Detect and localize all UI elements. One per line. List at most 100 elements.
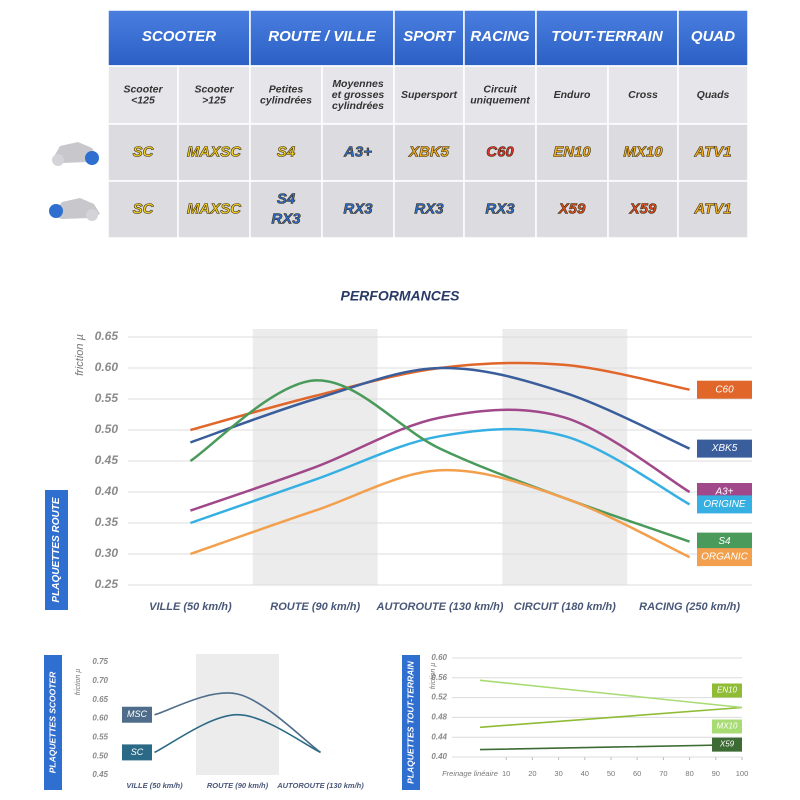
legend-label: MX10 [717, 722, 738, 731]
subheader-label: Scooter [194, 83, 234, 95]
pad-logo: A3+ [343, 143, 372, 160]
y-tick-label: 0.44 [431, 732, 447, 741]
group-label: RACING [470, 28, 529, 45]
subheader-label: Supersport [401, 89, 458, 101]
subheader-label: uniquement [470, 94, 530, 106]
x-tick-label: 30 [554, 769, 562, 778]
x-tick-label: VILLE (50 km/h) [126, 781, 183, 790]
y-tick-label: 0.56 [431, 673, 447, 682]
x-tick-label: ROUTE (90 km/h) [207, 781, 269, 790]
subheader-label: Circuit [483, 83, 517, 95]
legend-label: MSC [127, 709, 148, 719]
legend-label: S4 [718, 536, 731, 547]
subheader-label: cylindrées [260, 94, 312, 106]
y-tick-label: 0.55 [95, 391, 119, 405]
subheader-label: et grosses [332, 89, 385, 101]
legend-box [122, 706, 152, 723]
subheader-cell [535, 65, 609, 125]
table-cell [249, 123, 323, 182]
subheader-cell [393, 65, 465, 125]
x-tick-label: ROUTE (90 km/h) [270, 601, 360, 613]
y-tick-label: 0.25 [95, 577, 119, 591]
legend-box [697, 380, 752, 399]
x-tick-label: 60 [633, 769, 641, 778]
x-tick-label: CIRCUIT (180 km/h) [514, 601, 616, 613]
y-tick-label: 0.60 [95, 360, 119, 374]
pad-logo: MX10 [623, 143, 663, 160]
subheader-cell [677, 65, 749, 125]
section-label: PLAQUETTES SCOOTER [47, 671, 57, 773]
subheader-label: Cross [628, 89, 658, 101]
pad-logo: MAXSC [187, 200, 242, 217]
y-tick-label: 0.65 [95, 329, 119, 343]
table-cell [677, 123, 749, 182]
series-line [189, 427, 691, 525]
pad-logo: SC [133, 200, 155, 217]
moto-icon [49, 198, 100, 221]
section-label: PLAQUETTES TOUT-TERRAIN [405, 660, 415, 783]
y-tick-label: 0.40 [95, 484, 119, 498]
series-line [189, 366, 691, 450]
y-tick-label: 0.45 [92, 770, 108, 779]
y-tick-label: 0.65 [92, 695, 108, 704]
section-label-bg [44, 655, 62, 790]
group-header [107, 9, 251, 67]
x-tick-label: 20 [528, 769, 536, 778]
subheader-label: Scooter [123, 83, 163, 95]
pad-logo: RX3 [485, 200, 515, 217]
legend-label: A3+ [714, 487, 733, 498]
pad-logo: EN10 [553, 143, 591, 160]
series-line [479, 706, 743, 729]
subheader-label: Enduro [554, 89, 591, 101]
x-tick-label: 10 [502, 769, 510, 778]
y-tick-label: 0.60 [431, 653, 447, 662]
subheader-cell [177, 65, 251, 125]
legend-label: EN10 [717, 686, 738, 695]
shaded-band [252, 329, 378, 585]
pad-logo: ATV1 [693, 143, 731, 160]
x-tick-label: RACING (250 km/h) [639, 601, 740, 613]
legend-label: X59 [719, 740, 735, 749]
y-tick-label: 0.50 [95, 422, 119, 436]
subheader-label: Petites [269, 83, 304, 95]
section-label-bg [402, 655, 420, 790]
subheader-label: >125 [202, 94, 226, 106]
series-line [154, 713, 321, 754]
subheader-label: Moyennes [332, 78, 384, 90]
y-axis-label: friction µ [75, 669, 82, 696]
series-line [189, 408, 691, 512]
y-tick-label: 0.70 [92, 676, 108, 685]
y-tick-label: 0.40 [431, 752, 447, 761]
legend-box [697, 495, 752, 514]
pad-logo: S4 [277, 190, 296, 207]
y-tick-label: 0.60 [92, 714, 108, 723]
subheader-label: cylindrées [332, 100, 384, 112]
group-label: ROUTE / VILLE [268, 28, 377, 45]
y-tick-label: 0.35 [95, 515, 119, 529]
subheader-cell [607, 65, 679, 125]
legend-box [712, 683, 742, 698]
pad-logo: SC [133, 143, 155, 160]
y-tick-label: 0.45 [95, 453, 119, 467]
y-tick-label: 0.50 [92, 751, 108, 760]
shaded-band [502, 329, 628, 585]
x-tick-label: 90 [712, 769, 720, 778]
legend-box [697, 439, 752, 458]
series-line [189, 468, 691, 559]
moto-icon [52, 142, 99, 166]
group-header [677, 9, 749, 67]
legend-label: ORIGINE [703, 499, 746, 510]
table-cell [393, 123, 465, 182]
y-axis-label: friction µ [74, 334, 86, 376]
table-cell [249, 180, 323, 239]
legend-box [712, 719, 742, 734]
section-label: PLAQUETTES ROUTE [51, 497, 62, 602]
series-line [479, 743, 743, 751]
subheader-cell [249, 65, 323, 125]
group-label: TOUT-TERRAIN [551, 28, 664, 45]
pad-logo: RX3 [271, 210, 301, 227]
chart-title: PERFORMANCES [340, 288, 460, 304]
y-tick-label: 0.55 [92, 732, 108, 741]
x-axis-label: Freinage linéaire [442, 769, 498, 778]
table-cell [177, 180, 251, 239]
